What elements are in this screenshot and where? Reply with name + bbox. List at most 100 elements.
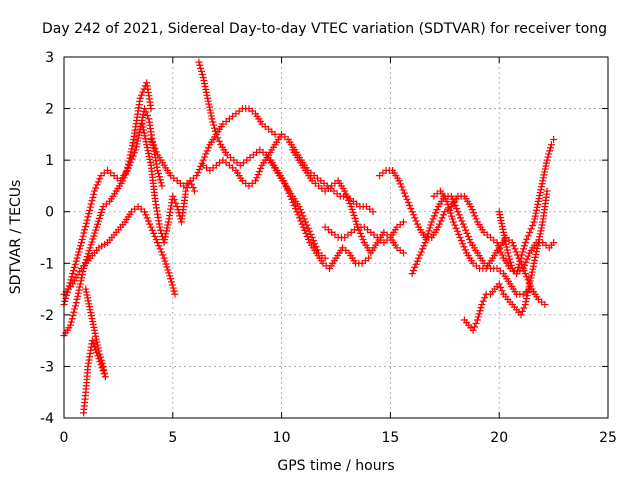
data-point bbox=[460, 243, 468, 251]
data-point bbox=[202, 88, 210, 96]
data-point bbox=[496, 214, 504, 222]
data-point bbox=[87, 309, 95, 317]
data-point bbox=[195, 58, 203, 66]
y-tick-label: -1 bbox=[40, 256, 54, 272]
data-point bbox=[182, 187, 190, 195]
data-point bbox=[289, 198, 297, 206]
data-point bbox=[92, 184, 100, 192]
data-point bbox=[99, 367, 107, 375]
data-point bbox=[495, 208, 503, 216]
data-point bbox=[462, 226, 470, 234]
data-point bbox=[69, 312, 77, 320]
data-point bbox=[203, 147, 211, 155]
data-point bbox=[507, 258, 515, 266]
data-point bbox=[466, 236, 474, 244]
data-point bbox=[528, 271, 536, 279]
data-point bbox=[532, 209, 540, 217]
data-point bbox=[135, 131, 143, 139]
data-point bbox=[94, 178, 102, 186]
data-point bbox=[284, 186, 292, 194]
data-point bbox=[68, 273, 76, 281]
data-point bbox=[152, 148, 160, 156]
data-point bbox=[193, 172, 201, 180]
data-point bbox=[188, 180, 196, 188]
data-point bbox=[96, 358, 104, 366]
data-point bbox=[81, 226, 89, 234]
data-point bbox=[450, 218, 458, 226]
data-point bbox=[539, 177, 547, 185]
data-point bbox=[513, 270, 521, 278]
data-point bbox=[157, 179, 165, 187]
data-point bbox=[524, 252, 532, 260]
data-point bbox=[520, 304, 528, 312]
data-point bbox=[85, 247, 93, 255]
data-point bbox=[214, 134, 222, 142]
data-point bbox=[505, 252, 513, 260]
data-point bbox=[147, 223, 155, 231]
data-point bbox=[539, 174, 547, 182]
data-point bbox=[423, 233, 431, 241]
data-point bbox=[162, 260, 170, 268]
grid-layer bbox=[64, 57, 608, 418]
data-point bbox=[158, 182, 166, 190]
data-point bbox=[204, 144, 212, 152]
data-point bbox=[74, 292, 82, 300]
data-point bbox=[450, 198, 458, 206]
data-point bbox=[511, 245, 519, 253]
data-point bbox=[253, 174, 261, 182]
data-point bbox=[541, 165, 549, 173]
data-point bbox=[90, 232, 98, 240]
data-point bbox=[495, 280, 503, 288]
data-point bbox=[528, 268, 536, 276]
data-point bbox=[497, 248, 505, 256]
x-tick-label: 5 bbox=[168, 430, 177, 446]
data-point bbox=[472, 319, 480, 327]
data-point bbox=[280, 177, 288, 185]
data-point bbox=[290, 202, 298, 210]
data-point bbox=[123, 166, 131, 174]
data-point bbox=[136, 94, 144, 102]
data-point bbox=[460, 223, 468, 231]
data-point bbox=[474, 313, 482, 321]
data-point bbox=[399, 186, 407, 194]
data-point bbox=[146, 220, 154, 228]
data-point bbox=[87, 241, 95, 249]
y-tick-label: 1 bbox=[45, 153, 54, 169]
data-point bbox=[470, 209, 478, 217]
data-point bbox=[426, 224, 434, 232]
data-point bbox=[531, 253, 539, 261]
data-point bbox=[399, 218, 407, 226]
data-point bbox=[125, 157, 133, 165]
data-point bbox=[215, 137, 223, 145]
data-point bbox=[531, 215, 539, 223]
data-point bbox=[98, 206, 106, 214]
data-point bbox=[451, 202, 459, 210]
data-point bbox=[518, 251, 526, 259]
data-point bbox=[299, 223, 307, 231]
data-point bbox=[92, 335, 100, 343]
data-point bbox=[512, 248, 520, 256]
data-point bbox=[88, 315, 96, 323]
data-points bbox=[60, 58, 558, 417]
data-point bbox=[417, 248, 425, 256]
data-point bbox=[156, 245, 164, 253]
data-point bbox=[161, 236, 169, 244]
data-point bbox=[408, 270, 416, 278]
data-point bbox=[540, 171, 548, 179]
data-point bbox=[534, 242, 542, 250]
data-point bbox=[96, 211, 104, 219]
data-point bbox=[395, 177, 403, 185]
data-point bbox=[396, 180, 404, 188]
data-point bbox=[350, 211, 358, 219]
data-point bbox=[87, 200, 95, 208]
data-point bbox=[148, 139, 156, 147]
data-point bbox=[164, 221, 172, 229]
data-point bbox=[67, 321, 75, 329]
data-point bbox=[142, 138, 150, 146]
data-point bbox=[526, 277, 534, 285]
data-point bbox=[132, 143, 140, 151]
data-point bbox=[412, 260, 420, 268]
data-point bbox=[438, 214, 446, 222]
data-point bbox=[83, 291, 91, 299]
data-point bbox=[154, 239, 162, 247]
